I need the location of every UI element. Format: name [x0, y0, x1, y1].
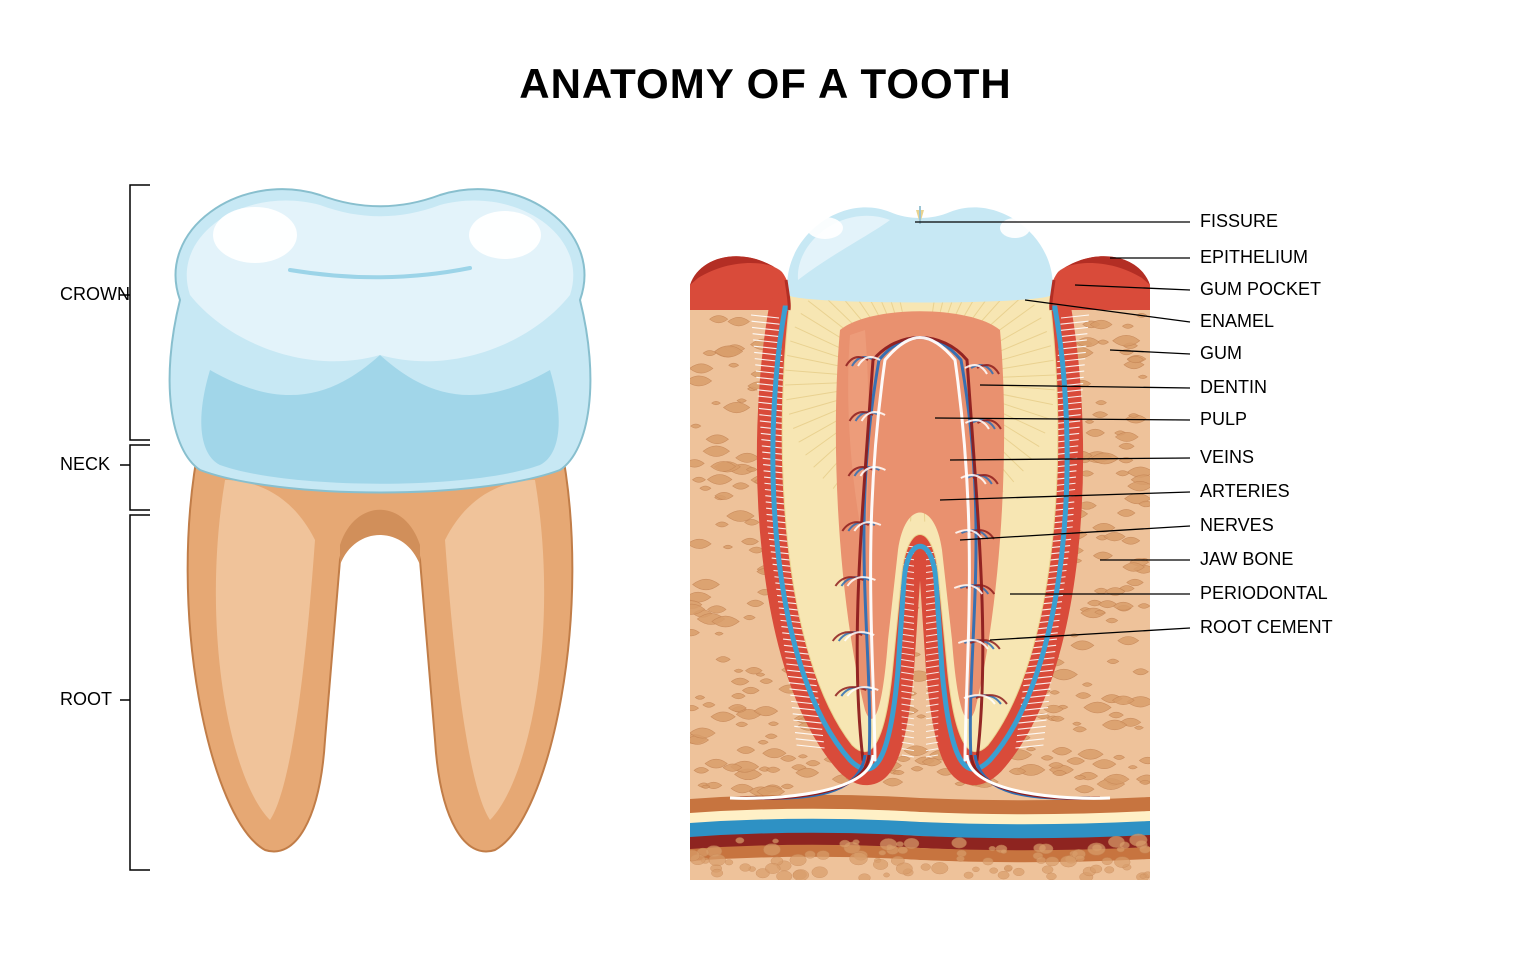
- part-label-enamel: ENAMEL: [1200, 311, 1274, 332]
- part-label-fissure: FISSURE: [1200, 211, 1278, 232]
- part-label-leaders: [0, 0, 1531, 980]
- part-label-jaw-bone: JAW BONE: [1200, 549, 1293, 570]
- part-label-pulp: PULP: [1200, 409, 1247, 430]
- part-label-arteries: ARTERIES: [1200, 481, 1290, 502]
- part-label-veins: VEINS: [1200, 447, 1254, 468]
- part-label-gum-pocket: GUM POCKET: [1200, 279, 1321, 300]
- part-label-epithelium: EPITHELIUM: [1200, 247, 1308, 268]
- part-label-dentin: DENTIN: [1200, 377, 1267, 398]
- part-label-gum: GUM: [1200, 343, 1242, 364]
- part-label-periodontal: PERIODONTAL: [1200, 583, 1328, 604]
- part-label-nerves: NERVES: [1200, 515, 1274, 536]
- part-label-root-cement: ROOT CEMENT: [1200, 617, 1333, 638]
